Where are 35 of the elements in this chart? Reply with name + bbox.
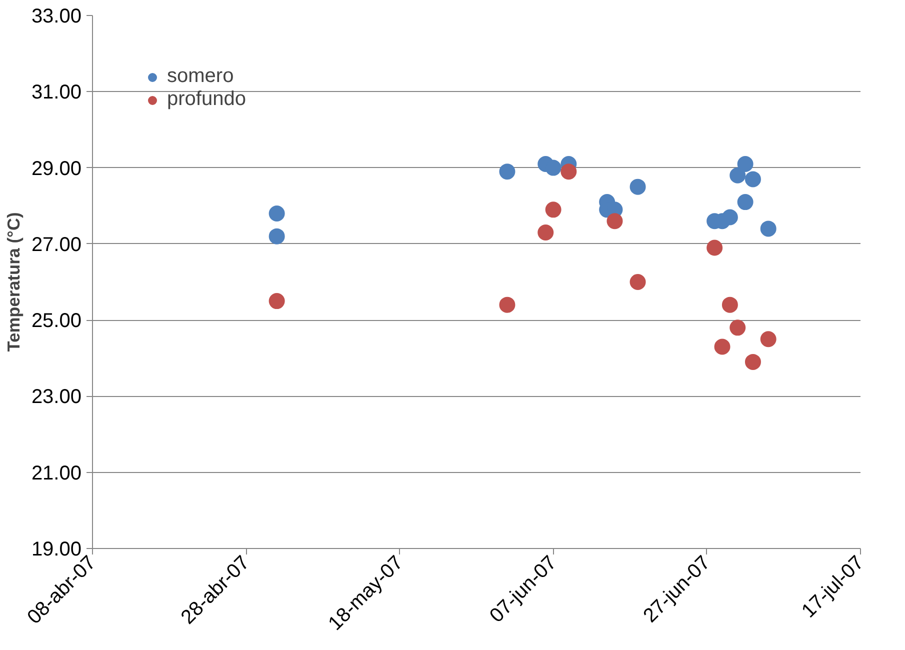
y-tick-label: 29.00	[31, 158, 82, 180]
y-axis-title: Temperatura (°C)	[3, 212, 24, 352]
point	[760, 331, 776, 348]
point	[499, 164, 516, 180]
point	[730, 320, 746, 336]
point	[706, 240, 723, 256]
point	[630, 178, 646, 195]
point	[268, 205, 285, 222]
point	[268, 293, 285, 310]
legend-label: profundo	[167, 88, 246, 111]
point	[630, 274, 646, 290]
point	[606, 213, 623, 230]
y-tick-label: 23.00	[31, 386, 82, 408]
point	[538, 224, 554, 240]
y-tick-label: 21.00	[31, 462, 82, 484]
point	[268, 228, 285, 244]
y-tick-label: 31.00	[31, 82, 82, 104]
y-tick-label: 33.00	[31, 6, 82, 28]
point	[545, 160, 562, 176]
point	[714, 338, 730, 355]
legend-label: somero	[167, 65, 234, 88]
point	[737, 194, 754, 210]
point	[499, 296, 516, 313]
point	[744, 354, 761, 370]
y-tick-label: 19.00	[31, 538, 82, 560]
y-tick-label: 27.00	[31, 234, 82, 256]
point	[722, 209, 738, 226]
point	[730, 167, 746, 184]
y-tick-label: 25.00	[31, 310, 82, 332]
point	[560, 164, 577, 180]
point	[760, 220, 776, 237]
point	[722, 296, 738, 313]
point	[737, 156, 754, 172]
point	[744, 171, 761, 188]
point	[545, 202, 562, 218]
